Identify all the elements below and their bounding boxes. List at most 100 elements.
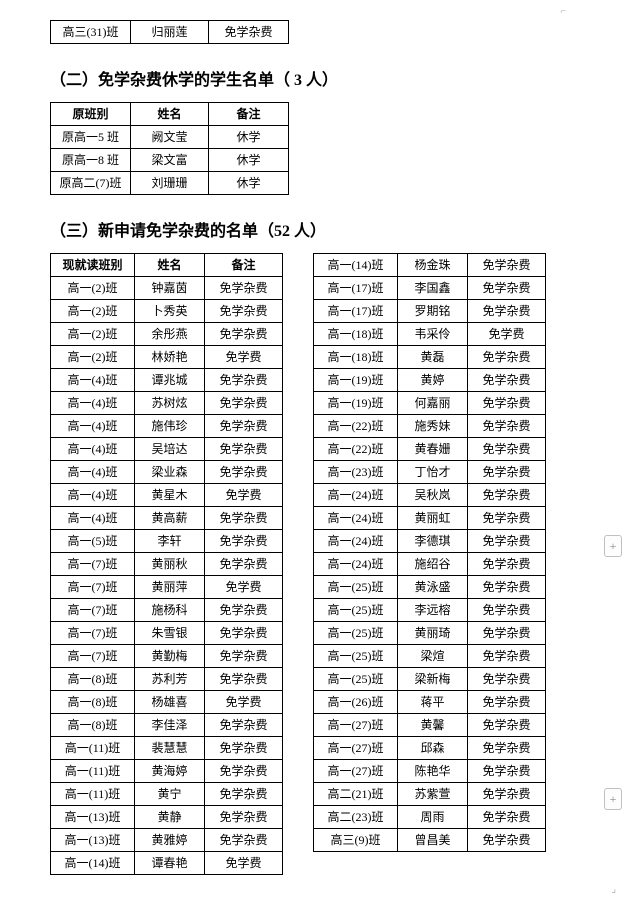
table-cell: 黄丽萍 [135, 576, 205, 599]
table-cell: 高一(24)班 [314, 553, 398, 576]
table-cell: 免学杂费 [468, 599, 546, 622]
table-cell: 黄雅婷 [135, 829, 205, 852]
table-cell: 李轩 [135, 530, 205, 553]
table-cell: 免学费 [468, 323, 546, 346]
table-row: 高一(11)班黄宁免学杂费 [51, 783, 283, 806]
table-cell: 施绍谷 [398, 553, 468, 576]
table-row: 高一(4)班吴培达免学杂费 [51, 438, 283, 461]
section3-title: （三）新申请免学杂费的名单（52 人） [50, 217, 586, 241]
table-row: 高一(25)班黄丽琦免学杂费 [314, 622, 546, 645]
table-row: 高一(2)班卜秀英免学杂费 [51, 300, 283, 323]
table-cell: 原高一8 班 [51, 149, 131, 172]
table-cell: 高一(27)班 [314, 714, 398, 737]
table-cell: 杨雄喜 [135, 691, 205, 714]
table-row: 高一(5)班李轩免学杂费 [51, 530, 283, 553]
table-cell: 休学 [209, 172, 289, 195]
table-cell: 免学杂费 [205, 507, 283, 530]
table-cell: 高一(5)班 [51, 530, 135, 553]
table-cell: 黄海婷 [135, 760, 205, 783]
table-cell: 苏紫萱 [398, 783, 468, 806]
table-cell: 免学杂费 [205, 737, 283, 760]
table-row: 高一(24)班施绍谷免学杂费 [314, 553, 546, 576]
table-cell: 免学杂费 [468, 277, 546, 300]
table-cell: 施杨科 [135, 599, 205, 622]
page-corner-mark: ⌐ [560, 6, 566, 17]
table-cell: 高一(2)班 [51, 323, 135, 346]
table-row: 高一(24)班黄丽虹免学杂费 [314, 507, 546, 530]
table-cell: 高一(13)班 [51, 829, 135, 852]
table-cell: 免学杂费 [468, 714, 546, 737]
table-cell: 免学杂费 [205, 438, 283, 461]
table-cell: 免学杂费 [205, 461, 283, 484]
table-cell: 何嘉丽 [398, 392, 468, 415]
table-cell: 丁怡才 [398, 461, 468, 484]
table-cell: 施伟珍 [135, 415, 205, 438]
table-row: 高一(18)班韦采伶免学费 [314, 323, 546, 346]
section3-right-table: 高一(14)班杨金珠免学杂费高一(17)班李国鑫免学杂费高一(17)班罗期铭免学… [313, 253, 546, 852]
table-row: 高一(24)班吴秋岚免学杂费 [314, 484, 546, 507]
table-cell: 施秀妹 [398, 415, 468, 438]
table-cell: 李佳泽 [135, 714, 205, 737]
section2-body: 原高一5 班阙文莹休学原高一8 班梁文富休学原高二(7)班刘珊珊休学 [51, 126, 289, 195]
table-cell: 黄丽虹 [398, 507, 468, 530]
table-cell: 刘珊珊 [131, 172, 209, 195]
table-cell: 免学杂费 [468, 507, 546, 530]
table-row: 高一(4)班施伟珍免学杂费 [51, 415, 283, 438]
table-cell: 高一(2)班 [51, 300, 135, 323]
table-header-cell: 原班别 [51, 103, 131, 126]
table-cell: 梁煊 [398, 645, 468, 668]
table-cell: 高一(25)班 [314, 599, 398, 622]
table-cell: 黄高薪 [135, 507, 205, 530]
table-row: 高一(27)班邱森免学杂费 [314, 737, 546, 760]
section3-left-header-row: 现就读班别姓名备注 [51, 254, 283, 277]
table-cell: 高一(18)班 [314, 346, 398, 369]
table-cell: 黄丽秋 [135, 553, 205, 576]
side-plus-button-2[interactable]: + [604, 788, 622, 810]
table-row: 原高一5 班阙文莹休学 [51, 126, 289, 149]
table-cell: 高一(11)班 [51, 783, 135, 806]
table-cell: 黄勤梅 [135, 645, 205, 668]
table-cell: 免学杂费 [205, 668, 283, 691]
table-row: 高一(7)班黄丽萍免学费 [51, 576, 283, 599]
table-row: 高一(13)班黄雅婷免学杂费 [51, 829, 283, 852]
table-row: 高一(8)班杨雄喜免学费 [51, 691, 283, 714]
table-cell: 高一(7)班 [51, 622, 135, 645]
table-row: 高一(19)班何嘉丽免学杂费 [314, 392, 546, 415]
table-cell: 免学杂费 [468, 392, 546, 415]
table-cell: 高一(19)班 [314, 392, 398, 415]
side-plus-button-1[interactable]: + [604, 535, 622, 557]
table-row: 高一(25)班梁新梅免学杂费 [314, 668, 546, 691]
table-cell: 蒋平 [398, 691, 468, 714]
table-cell: 钟嘉茵 [135, 277, 205, 300]
table-row: 高一(24)班李德琪免学杂费 [314, 530, 546, 553]
table-row: 高一(22)班黄春姗免学杂费 [314, 438, 546, 461]
table-cell: 李德琪 [398, 530, 468, 553]
table-row: 高一(11)班裴慧慧免学杂费 [51, 737, 283, 760]
table-header-cell: 现就读班别 [51, 254, 135, 277]
table-row: 高一(14)班杨金珠免学杂费 [314, 254, 546, 277]
table-cell: 归丽莲 [131, 21, 209, 44]
table-cell: 免学费 [205, 484, 283, 507]
table-row: 原高二(7)班刘珊珊休学 [51, 172, 289, 195]
table-cell: 黄馨 [398, 714, 468, 737]
table-cell: 吴秋岚 [398, 484, 468, 507]
table-cell: 高一(7)班 [51, 576, 135, 599]
table-cell: 休学 [209, 126, 289, 149]
table-cell: 李国鑫 [398, 277, 468, 300]
table-cell: 谭春艳 [135, 852, 205, 875]
table-cell: 高一(8)班 [51, 691, 135, 714]
table-row: 高一(25)班李远榕免学杂费 [314, 599, 546, 622]
table-cell: 免学杂费 [205, 622, 283, 645]
table-cell: 高一(13)班 [51, 806, 135, 829]
table-row: 高三(9)班曾昌美免学杂费 [314, 829, 546, 852]
table-cell: 苏利芳 [135, 668, 205, 691]
table-cell: 免学杂费 [468, 484, 546, 507]
table-cell: 休学 [209, 149, 289, 172]
table-row: 高一(4)班黄高薪免学杂费 [51, 507, 283, 530]
section3-right-body: 高一(14)班杨金珠免学杂费高一(17)班李国鑫免学杂费高一(17)班罗期铭免学… [314, 254, 546, 852]
table-cell: 曾昌美 [398, 829, 468, 852]
table-cell: 高一(26)班 [314, 691, 398, 714]
table-row: 高一(22)班施秀妹免学杂费 [314, 415, 546, 438]
table-row: 高一(4)班苏树炫免学杂费 [51, 392, 283, 415]
table-cell: 黄静 [135, 806, 205, 829]
